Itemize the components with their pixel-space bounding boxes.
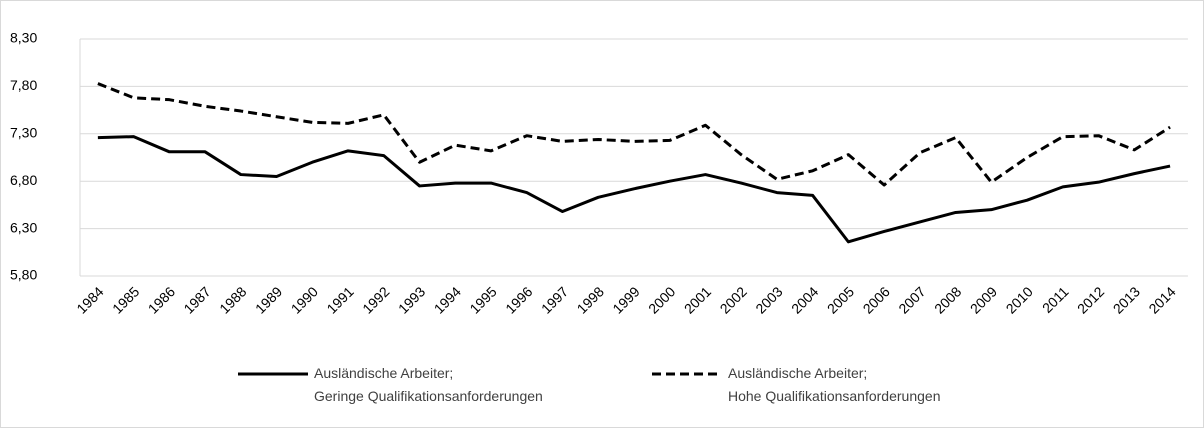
data-line <box>97 135 1171 244</box>
x-tick-label: 2012 <box>1074 283 1107 316</box>
legend-label: Ausländische Arbeiter; Hohe Qualifikatio… <box>728 365 941 404</box>
x-tick-label: 1985 <box>109 283 142 316</box>
x-tick-label: 2000 <box>645 283 678 316</box>
x-tick-label: 1994 <box>431 283 464 316</box>
x-tick-label: 2001 <box>681 283 714 316</box>
x-tick-label: 2002 <box>717 283 750 316</box>
x-tick-label: 1986 <box>145 283 178 316</box>
x-tick-label: 1997 <box>538 283 571 316</box>
x-tick-label: 2013 <box>1110 283 1143 316</box>
y-tick-label: 8,30 <box>10 30 37 46</box>
x-tick-label: 2007 <box>895 283 928 316</box>
x-tick-label: 2003 <box>752 283 785 316</box>
x-tick-label: 1992 <box>359 283 392 316</box>
legend-label: Ausländische Arbeiter; Geringe Qualifika… <box>314 365 543 404</box>
x-tick-label: 1990 <box>288 283 321 316</box>
x-tick-label: 1991 <box>323 283 356 316</box>
x-tick-label: 2008 <box>931 283 964 316</box>
x-tick-label: 1988 <box>216 283 249 316</box>
x-tick-label: 2014 <box>1145 283 1178 316</box>
x-tick-label: 1987 <box>180 283 213 316</box>
x-tick-label: 1998 <box>574 283 607 316</box>
x-tick-label: 1984 <box>73 283 106 316</box>
x-tick-label: 1993 <box>395 283 428 316</box>
x-tick-label: 2010 <box>1003 283 1036 316</box>
y-tick-label: 6,80 <box>10 172 37 188</box>
x-tick-label: 2011 <box>1039 283 1072 316</box>
x-tick-label: 1999 <box>609 283 642 316</box>
data-line <box>97 82 1171 187</box>
y-tick-label: 7,80 <box>10 77 37 93</box>
x-tick-label: 2006 <box>860 283 893 316</box>
x-tick-label: 2004 <box>788 283 821 316</box>
x-tick-label: 1996 <box>502 283 535 316</box>
y-tick-label: 6,30 <box>10 219 37 235</box>
x-tick-label: 2005 <box>824 283 857 316</box>
x-tick-label: 1989 <box>252 283 285 316</box>
y-tick-label: 7,30 <box>10 125 37 141</box>
x-tick-label: 2009 <box>967 283 1000 316</box>
x-tick-label: 1995 <box>466 283 499 316</box>
y-tick-label: 5,80 <box>10 267 37 283</box>
